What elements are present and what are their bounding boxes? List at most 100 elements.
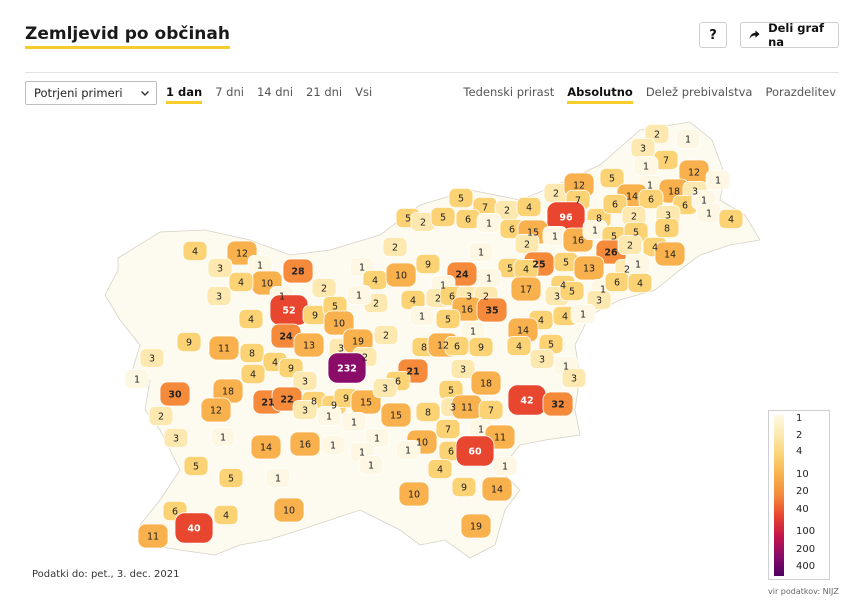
municipality-cell[interactable] xyxy=(654,241,686,267)
municipality-value-label: 24 xyxy=(279,332,293,343)
tab-porazdelitev[interactable]: Porazdelitev xyxy=(765,85,836,99)
tab-7-dni[interactable]: 7 dni xyxy=(215,85,244,99)
municipality-cell[interactable] xyxy=(159,381,191,407)
municipality-cell[interactable] xyxy=(207,257,233,278)
municipality-cell[interactable] xyxy=(427,458,453,479)
municipality-cell[interactable] xyxy=(200,397,232,423)
municipality-cell[interactable] xyxy=(316,405,342,426)
municipality-cell[interactable] xyxy=(282,258,314,284)
municipality-cell[interactable] xyxy=(239,342,265,363)
municipality-cell[interactable] xyxy=(654,217,680,238)
metric-select[interactable]: Potrjeni primeri xyxy=(25,81,157,105)
municipality-cell[interactable] xyxy=(240,363,266,384)
municipality-cell[interactable] xyxy=(327,352,367,384)
tab-21-dni[interactable]: 21 dni xyxy=(306,85,343,99)
municipality-cell[interactable] xyxy=(206,285,232,306)
municipality-cell[interactable] xyxy=(208,335,240,361)
municipality-value-label: 4 xyxy=(562,312,568,323)
municipality-cell[interactable] xyxy=(506,335,532,356)
municipality-cell[interactable] xyxy=(292,370,318,391)
municipality-cell[interactable] xyxy=(183,455,209,476)
municipality-cell[interactable] xyxy=(478,399,504,420)
tab-vsi[interactable]: Vsi xyxy=(355,85,373,99)
municipality-cell[interactable] xyxy=(409,305,435,326)
tab-tedenski-prirast[interactable]: Tedenski prirast xyxy=(463,85,555,99)
municipality-cell[interactable] xyxy=(213,504,239,525)
municipality-cell[interactable] xyxy=(430,206,456,227)
municipality-cell[interactable] xyxy=(124,368,150,389)
municipality-value-label: 1 xyxy=(220,433,226,444)
municipality-cell[interactable] xyxy=(718,208,744,229)
municipality-cell[interactable] xyxy=(542,391,574,417)
municipality-cell[interactable] xyxy=(470,370,502,396)
municipality-cell[interactable] xyxy=(398,481,430,507)
municipality-cell[interactable] xyxy=(451,476,477,497)
municipality-cell[interactable] xyxy=(350,389,382,415)
municipality-cell[interactable] xyxy=(516,196,542,217)
municipality-cell[interactable] xyxy=(435,308,461,329)
municipality-cell[interactable] xyxy=(346,284,372,305)
municipality-cell[interactable] xyxy=(320,434,346,455)
municipality-cell[interactable] xyxy=(311,277,337,298)
municipality-cell[interactable] xyxy=(602,193,628,214)
municipality-cell[interactable] xyxy=(174,512,214,544)
municipality-cell[interactable] xyxy=(148,405,174,426)
municipality-cell[interactable] xyxy=(573,255,605,281)
municipality-cell[interactable] xyxy=(137,523,169,549)
municipality-cell[interactable] xyxy=(139,347,165,368)
municipality-cell[interactable] xyxy=(380,402,412,428)
municipality-cell[interactable] xyxy=(435,418,461,439)
municipality-cell[interactable] xyxy=(372,377,398,398)
municipality-cell[interactable] xyxy=(358,454,384,475)
municipality-cell[interactable] xyxy=(559,280,585,301)
municipality-cell[interactable] xyxy=(415,253,441,274)
municipality-cell[interactable] xyxy=(395,439,421,460)
municipality-cell[interactable] xyxy=(228,271,254,292)
municipality-cell[interactable] xyxy=(385,262,417,288)
municipality-cell[interactable] xyxy=(250,434,282,460)
municipality-cell[interactable] xyxy=(292,399,318,420)
municipality-cell[interactable] xyxy=(341,411,367,432)
municipality-cell[interactable] xyxy=(476,297,508,323)
municipality-cell[interactable] xyxy=(510,276,542,302)
municipality-cell[interactable] xyxy=(570,303,596,324)
municipality-cell[interactable] xyxy=(293,332,325,358)
municipality-cell[interactable] xyxy=(638,188,664,209)
municipality-cell[interactable] xyxy=(492,455,518,476)
municipality-cell[interactable] xyxy=(460,513,492,539)
municipality-cell[interactable] xyxy=(481,476,513,502)
tab-14-dni[interactable]: 14 dni xyxy=(256,85,294,99)
municipality-cell[interactable] xyxy=(218,467,244,488)
municipality-cell[interactable] xyxy=(627,272,653,293)
municipality-cell[interactable] xyxy=(273,497,305,523)
municipality-cell[interactable] xyxy=(455,435,495,467)
help-button[interactable]: ? xyxy=(699,22,727,48)
municipality-cell[interactable] xyxy=(450,358,476,379)
municipality-cell[interactable] xyxy=(561,367,587,388)
municipality-cell[interactable] xyxy=(265,467,291,488)
municipality-cell[interactable] xyxy=(529,348,555,369)
municipality-cell[interactable] xyxy=(289,431,321,457)
municipality-cell[interactable] xyxy=(675,128,701,149)
municipality-cell[interactable] xyxy=(705,169,731,190)
municipality-cell[interactable] xyxy=(176,331,202,352)
municipality-cell[interactable] xyxy=(163,427,189,448)
municipality-cell[interactable] xyxy=(238,308,264,329)
tab-delez-prebivalstva[interactable]: Delež prebivalstva xyxy=(645,85,753,99)
municipality-cell[interactable] xyxy=(448,187,474,208)
municipality-cell[interactable] xyxy=(468,336,494,357)
municipality-cell[interactable] xyxy=(586,289,612,310)
municipality-cell[interactable] xyxy=(382,236,408,257)
municipality-cell[interactable] xyxy=(373,324,399,345)
municipality-cell[interactable] xyxy=(182,240,208,261)
municipality-value-label: 1 xyxy=(405,446,411,457)
share-button[interactable]: Deli graf na xyxy=(740,21,839,49)
municipality-cell[interactable] xyxy=(210,426,236,447)
tab-absolutno[interactable]: Absolutno xyxy=(567,85,633,104)
municipality-cell[interactable] xyxy=(415,401,441,422)
municipality-cell[interactable] xyxy=(468,241,494,262)
municipality-cell[interactable] xyxy=(599,167,625,188)
tab-1-dan[interactable]: 1 dan xyxy=(166,85,203,104)
municipality-cell[interactable] xyxy=(323,310,355,336)
